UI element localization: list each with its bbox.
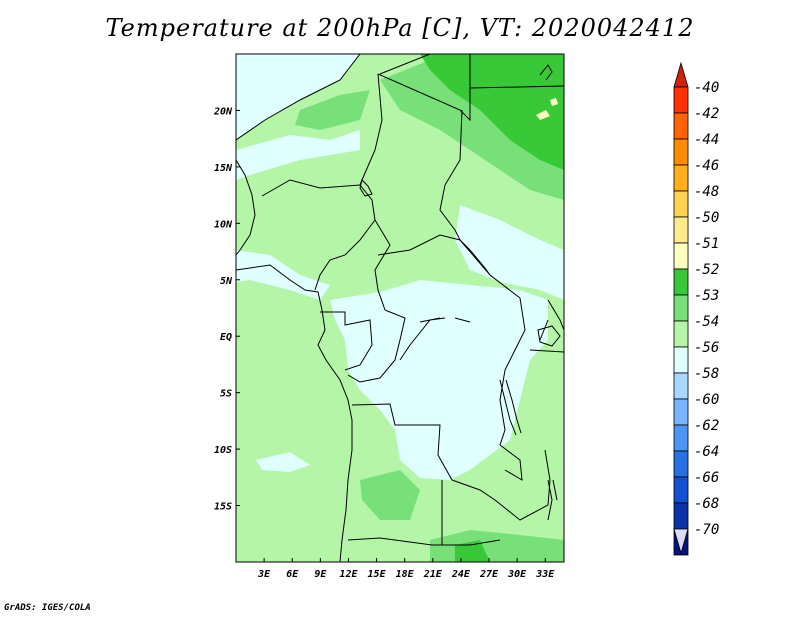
field-region-mid-nw — [295, 90, 370, 130]
lon-tick-label: 12E — [339, 569, 358, 580]
colorbar-label: -46 — [694, 158, 719, 174]
border-east-africa — [529, 299, 564, 353]
lon-tick-label: 30E — [507, 569, 527, 580]
lon-tick-label: 33E — [535, 569, 555, 580]
lat-tick-label: 10S — [214, 445, 232, 456]
border-nigeria-cameroon — [314, 219, 376, 291]
lon-tick-label: 27E — [479, 569, 499, 580]
coastline-lake-chad — [359, 179, 373, 197]
colorbar-swatch — [673, 86, 689, 114]
colorbar-swatch — [673, 476, 689, 504]
colorbar-label: -64 — [694, 444, 719, 460]
lon-tick-label: 24E — [451, 569, 471, 580]
colorbar-swatch — [673, 164, 689, 192]
colorbar-label: -62 — [694, 418, 719, 434]
coastline-lake-tanganyika — [499, 379, 522, 436]
border-niger-nigeria — [261, 179, 376, 221]
latitude-axis: 20N 15N 10N 5N EQ 5S 10S 15S — [213, 106, 240, 513]
colorbar-swatch — [673, 320, 689, 348]
field-region-warm-ne — [420, 54, 564, 170]
field-region-cold-sw — [256, 452, 310, 472]
colorbar-label: -48 — [694, 184, 719, 200]
colorbar-swatch — [673, 268, 689, 296]
map-frame — [235, 53, 565, 563]
colorbar-label: -42 — [694, 106, 719, 122]
border-cameroon-car — [374, 219, 391, 311]
colorbar-label: -51 — [694, 236, 719, 252]
longitude-axis: 3E 6E 9E 12E 15E 18E 21E 24E 27E 30E 33E — [257, 558, 555, 580]
colorbar-top-arrow — [673, 61, 689, 88]
border-angola-north — [351, 403, 453, 481]
coastline-sahel — [236, 159, 256, 256]
colorbar-label: -68 — [694, 496, 719, 512]
border-egypt-sudan — [469, 85, 564, 89]
map-plot-area — [236, 54, 564, 562]
colorbar-label: -70 — [694, 522, 719, 538]
colorbar-label: -58 — [694, 366, 719, 382]
coastline-west — [236, 264, 353, 562]
field-region-cold-e — [455, 205, 564, 300]
border-congo-drc — [347, 309, 406, 383]
coastline-red-sea — [539, 64, 553, 81]
border-zambia — [451, 449, 551, 521]
field-region-cold-central — [330, 280, 548, 480]
lat-tick-label: 5S — [220, 389, 232, 400]
lat-tick-label: 15S — [214, 502, 232, 513]
border-chad-sudan — [439, 109, 491, 276]
lon-tick-label: 18E — [396, 569, 415, 580]
field-region-warmest-1 — [536, 110, 550, 120]
colorbar-label: -40 — [694, 80, 719, 96]
field-region-warmest-2 — [550, 98, 558, 106]
colorbar-label: -44 — [694, 132, 719, 148]
colorbar-swatch — [673, 398, 689, 426]
colorbar-swatch — [673, 138, 689, 166]
colorbar-label: -56 — [694, 340, 719, 356]
field-region-cold-n — [236, 130, 360, 180]
border-gabon — [320, 311, 373, 371]
coastline-lake-malawi — [547, 479, 558, 521]
colorbar-swatch — [673, 424, 689, 452]
colorbar: -40 -42 -44 -46 -48 -50 -51 -52 -53 -54 -56 -58 -60 -… — [673, 61, 719, 556]
colorbar-swatch — [673, 112, 689, 140]
colorbar-swatch — [673, 502, 689, 530]
lat-tick-label: 5N — [220, 276, 233, 287]
map-title: Temperature at 200hPa [C], VT: 202004241… — [105, 14, 695, 42]
colorbar-swatch — [673, 242, 689, 270]
colorbar-label: -66 — [694, 470, 719, 486]
border-drc-east — [499, 297, 526, 481]
colorbar-swatch — [673, 372, 689, 400]
lon-tick-label: 9E — [314, 569, 327, 580]
colorbar-label: -53 — [694, 288, 719, 304]
lat-tick-label: 10N — [214, 219, 233, 230]
border-libya-w — [379, 54, 431, 75]
border-namibia — [347, 537, 501, 546]
lon-tick-label: 3E — [257, 569, 271, 580]
colorbar-label: -52 — [694, 262, 719, 278]
field-region-mid-s — [360, 470, 420, 520]
lat-tick-label: EQ — [220, 332, 232, 343]
colorbar-bottom-arrow — [673, 528, 689, 555]
border-car-south — [377, 234, 521, 299]
colorbar-label: -50 — [694, 210, 719, 226]
lon-tick-label: 21E — [423, 569, 443, 580]
colorbar-label: -54 — [694, 314, 719, 330]
border-sahara-w — [236, 54, 361, 141]
colorbar-label: -60 — [694, 392, 719, 408]
lon-tick-label: 15E — [368, 569, 387, 580]
colorbar-swatch — [673, 190, 689, 218]
lat-tick-label: 15N — [214, 163, 233, 174]
colorbar-swatch — [673, 346, 689, 374]
lon-tick-label: 6E — [286, 569, 299, 580]
colorbar-swatch — [673, 294, 689, 322]
colorbar-swatch — [673, 216, 689, 244]
coastline-lake-victoria — [537, 325, 561, 347]
river-congo — [399, 317, 471, 361]
map-boundaries — [236, 54, 564, 562]
border-chad-libya — [377, 54, 471, 122]
footer-credit: GrADS: IGES/COLA — [4, 603, 91, 613]
lat-tick-label: 20N — [213, 106, 233, 117]
colorbar-swatch — [673, 450, 689, 478]
